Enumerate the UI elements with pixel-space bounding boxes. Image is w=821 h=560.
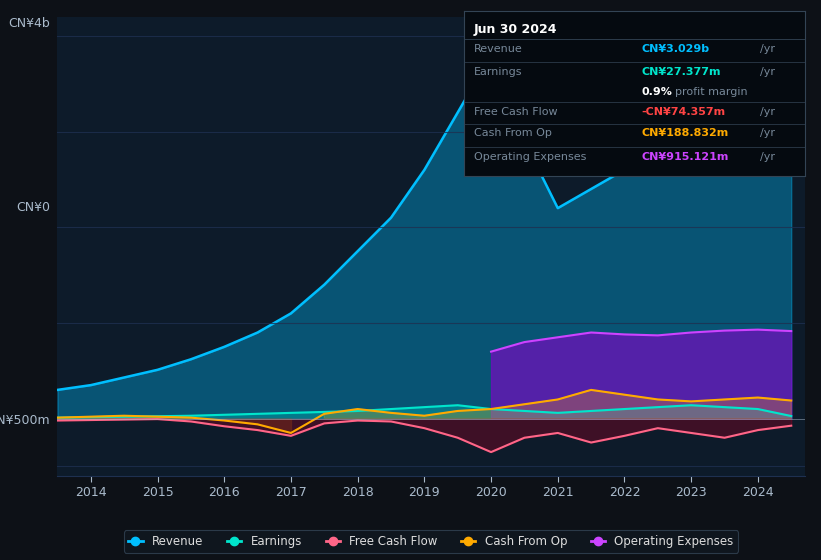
Text: /yr: /yr <box>760 152 775 162</box>
Text: Operating Expenses: Operating Expenses <box>474 152 586 162</box>
Text: CN¥188.832m: CN¥188.832m <box>641 128 728 138</box>
Text: Jun 30 2024: Jun 30 2024 <box>474 23 557 36</box>
Text: -CN¥500m: -CN¥500m <box>0 414 50 427</box>
Text: CN¥27.377m: CN¥27.377m <box>641 67 721 77</box>
Text: profit margin: profit margin <box>675 87 748 97</box>
Text: -CN¥74.357m: -CN¥74.357m <box>641 107 725 117</box>
Text: Free Cash Flow: Free Cash Flow <box>474 107 557 117</box>
Text: /yr: /yr <box>760 44 775 54</box>
Text: /yr: /yr <box>760 107 775 117</box>
Text: CN¥0: CN¥0 <box>16 201 50 214</box>
Text: Earnings: Earnings <box>474 67 523 77</box>
Text: 0.9%: 0.9% <box>641 87 672 97</box>
Legend: Revenue, Earnings, Free Cash Flow, Cash From Op, Operating Expenses: Revenue, Earnings, Free Cash Flow, Cash … <box>124 530 738 553</box>
Text: Cash From Op: Cash From Op <box>474 128 552 138</box>
Text: Revenue: Revenue <box>474 44 523 54</box>
Text: CN¥3.029b: CN¥3.029b <box>641 44 709 54</box>
Text: CN¥915.121m: CN¥915.121m <box>641 152 728 162</box>
Text: /yr: /yr <box>760 128 775 138</box>
Text: /yr: /yr <box>760 67 775 77</box>
Text: CN¥4b: CN¥4b <box>8 17 50 30</box>
